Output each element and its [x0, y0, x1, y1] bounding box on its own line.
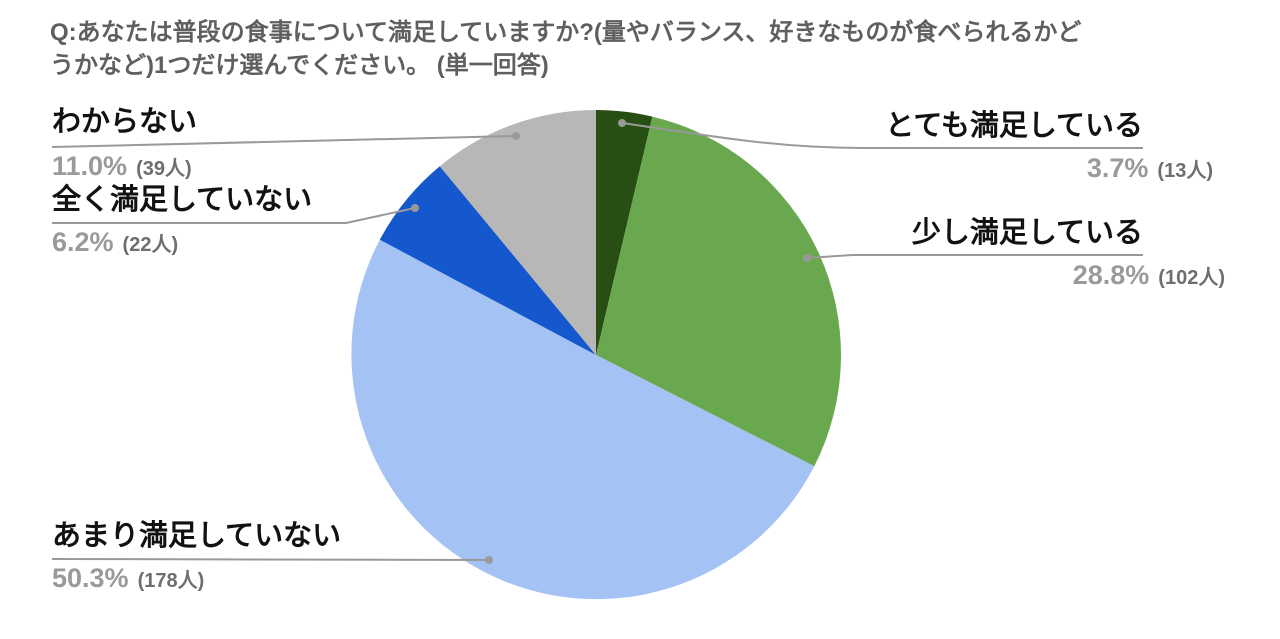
pie-slice-3 — [351, 239, 815, 600]
callout-stats-sukoshi: 28.8% (102人) — [1073, 260, 1225, 291]
leader-dot-wakaranai — [512, 132, 520, 140]
pie-slices-group — [351, 109, 841, 600]
callout-label-totemo: とても満足している — [885, 110, 1143, 142]
leader-dot-totemo — [618, 119, 626, 127]
callout-label-wakaranai: わからない — [52, 106, 198, 138]
callout-stats-totemo: 3.7% (13人) — [1087, 153, 1213, 184]
leader-dot-sukoshi — [803, 254, 811, 262]
leader-line-mattaku — [52, 207, 416, 224]
leader-line-wakaranai — [51, 135, 517, 148]
leader-line-sukoshi — [806, 254, 1143, 259]
percent-value-mattaku: 6.2% — [52, 227, 114, 257]
pie-slice-4 — [379, 166, 596, 355]
chart-title-line1: Q:あなたは普段の食事について満足していますか?(量やバランス、好きなものが食べ… — [50, 19, 1082, 46]
leader-lines-group — [51, 119, 1143, 564]
pie-slice-1 — [596, 110, 653, 355]
count-value-amari: (178人) — [137, 570, 205, 592]
callout-label-amari: あまり満足していない — [52, 520, 342, 552]
percent-value-totemo: 3.7% — [1086, 153, 1149, 183]
percent-value-wakaranai: 11.0% — [52, 151, 128, 181]
callout-label-sukoshi: 少し満足している — [911, 217, 1143, 249]
count-value-wakaranai: (39人) — [136, 158, 192, 180]
callout-stats-wakaranai: 11.0% (39人) — [52, 151, 192, 182]
chart-question-title: Q:あなたは普段の食事について満足していますか?(量やバランス、好きなものが食べ… — [50, 16, 1235, 82]
leader-dot-amari — [485, 556, 493, 564]
callout-stats-amari: 50.3% (178人) — [52, 563, 204, 594]
count-value-totemo: (13人) — [1157, 160, 1213, 182]
callout-label-mattaku: 全く満足していない — [52, 184, 313, 216]
leader-line-amari — [51, 558, 490, 561]
percent-value-sukoshi: 28.8% — [1072, 260, 1150, 290]
callout-stats-mattaku: 6.2% (22人) — [52, 227, 178, 258]
percent-value-amari: 50.3% — [52, 563, 129, 593]
count-value-sukoshi: (102人) — [1158, 267, 1225, 289]
leader-line-totemo — [621, 122, 1143, 149]
chart-title-line2: うかなど)1つだけ選んでください。 (単一回答) — [50, 52, 549, 79]
pie-slice-2 — [596, 116, 841, 467]
pie-slice-5 — [439, 109, 596, 355]
leader-dot-mattaku — [411, 204, 419, 212]
count-value-mattaku: (22人) — [122, 234, 179, 256]
